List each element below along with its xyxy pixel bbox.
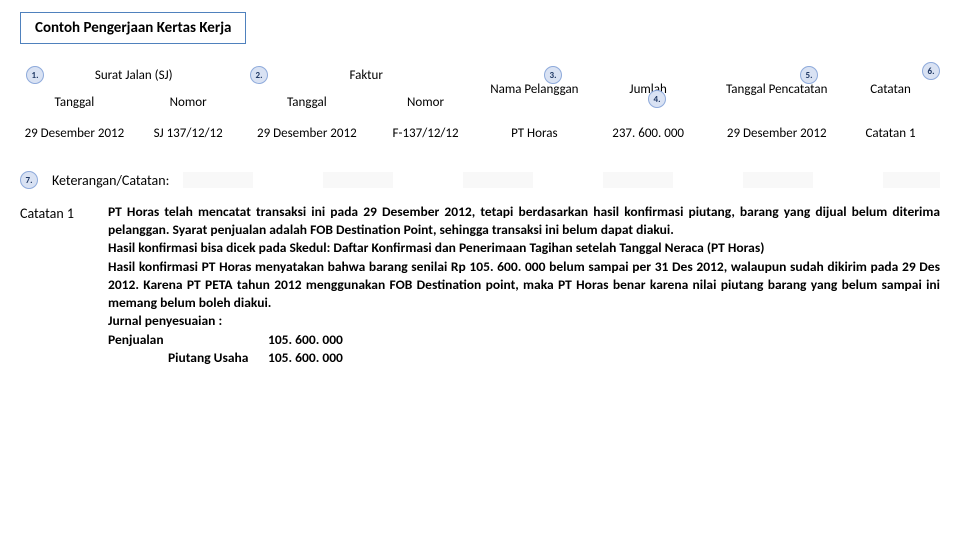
jurnal-line-2: Piutang Usaha 105. 600. 000 xyxy=(108,349,940,367)
hdr-f-tgl: Tanggal xyxy=(248,89,367,116)
hdr-jumlah: Jumlah xyxy=(584,62,713,116)
badge-2: 2. xyxy=(250,66,268,84)
catatan-block: Catatan 1 PT Horas telah mencatat transa… xyxy=(20,203,940,367)
cell-jumlah: 237. 600. 000 xyxy=(584,116,713,151)
cell-f-no: F-137/12/12 xyxy=(366,116,485,151)
notes-stripe xyxy=(183,172,940,188)
jurnal-line-1: Penjualan 105. 600. 000 xyxy=(108,331,940,349)
catatan-p2: Hasil konfirmasi bisa dicek pada Skedul:… xyxy=(108,239,940,257)
cell-nama: PT Horas xyxy=(485,116,584,151)
jurnal-title: Jurnal penyesuaian : xyxy=(108,312,940,330)
table-wrap: 1. 2. 3. 4. 5. 6. Surat Jalan (SJ) Faktu… xyxy=(20,62,940,151)
table-row: 29 Desember 2012 SJ 137/12/12 29 Desembe… xyxy=(20,116,940,151)
cell-cat: Catatan 1 xyxy=(841,116,940,151)
hdr-nama: Nama Pelanggan xyxy=(485,62,584,116)
badge-6: 6. xyxy=(922,62,940,80)
page-title: Contoh Pengerjaan Kertas Kerja xyxy=(35,19,231,37)
hdr-sj-no: Nomor xyxy=(129,89,248,116)
hdr-faktur: Faktur xyxy=(248,62,485,89)
jurnal-2-amt: 105. 600. 000 xyxy=(268,349,343,367)
badge-7: 7. xyxy=(20,171,38,189)
hdr-sj: Surat Jalan (SJ) xyxy=(20,62,248,89)
cell-sj-tgl: 29 Desember 2012 xyxy=(20,116,129,151)
notes-row: 7. Keterangan/Catatan: xyxy=(20,171,940,189)
cell-tp: 29 Desember 2012 xyxy=(712,116,841,151)
cell-sj-no: SJ 137/12/12 xyxy=(129,116,248,151)
badge-4: 4. xyxy=(648,90,666,108)
catatan-p1: PT Horas telah mencatat transaksi ini pa… xyxy=(108,203,940,239)
notes-label: Keterangan/Catatan: xyxy=(52,172,169,189)
catatan-text: PT Horas telah mencatat transaksi ini pa… xyxy=(108,203,940,367)
badge-3: 3. xyxy=(544,66,562,84)
jurnal-1-acc: Penjualan xyxy=(108,331,268,349)
page-title-box: Contoh Pengerjaan Kertas Kerja xyxy=(20,12,246,44)
catatan-key: Catatan 1 xyxy=(20,203,90,367)
hdr-tp: Tanggal Pencatatan xyxy=(712,62,841,116)
jurnal-1-amt: 105. 600. 000 xyxy=(268,331,343,349)
badge-5: 5. xyxy=(800,66,818,84)
jurnal-2-acc: Piutang Usaha xyxy=(108,349,268,367)
catatan-p3: Hasil konfirmasi PT Horas menyatakan bah… xyxy=(108,258,940,313)
hdr-f-no: Nomor xyxy=(366,89,485,116)
badge-1: 1. xyxy=(26,66,44,84)
hdr-sj-tgl: Tanggal xyxy=(20,89,129,116)
cell-f-tgl: 29 Desember 2012 xyxy=(248,116,367,151)
